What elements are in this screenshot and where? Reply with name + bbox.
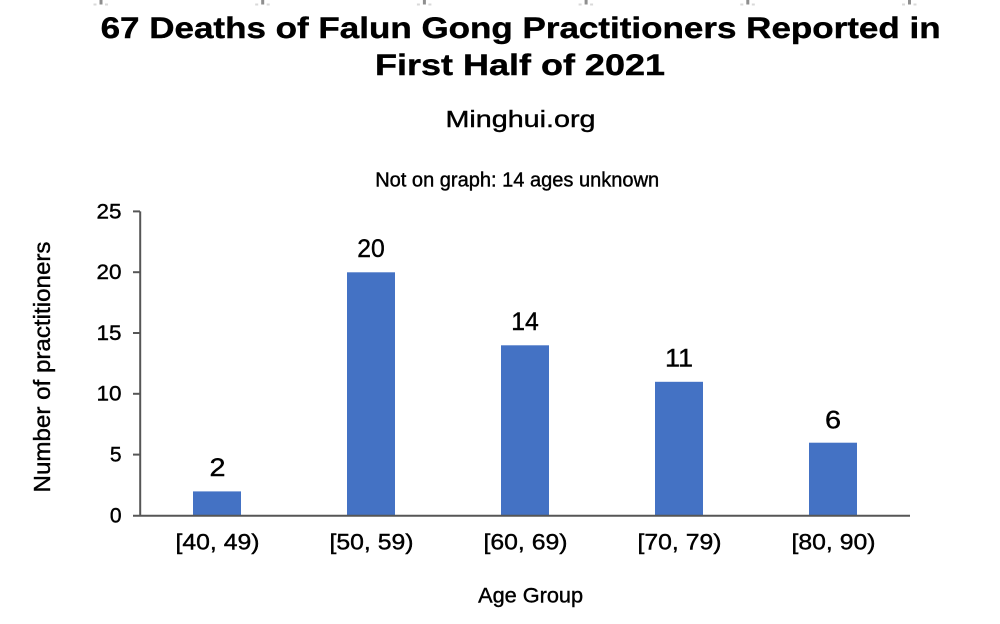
svg-text:Minghui.org: Minghui.org [446, 106, 596, 132]
svg-text:15: 15 [97, 322, 122, 345]
svg-text:67 Deaths of Falun Gong Practi: 67 Deaths of Falun Gong Practitioners Re… [101, 12, 941, 45]
svg-text:2: 2 [210, 454, 226, 482]
svg-text:5: 5 [110, 444, 122, 467]
svg-text:[40, 49): [40, 49) [176, 530, 260, 555]
svg-text:10: 10 [97, 383, 122, 406]
svg-text:20: 20 [357, 235, 385, 263]
svg-text:0: 0 [110, 504, 122, 527]
svg-text:11: 11 [665, 344, 693, 372]
svg-text:6: 6 [825, 406, 841, 434]
svg-text:[60, 69): [60, 69) [484, 530, 568, 555]
svg-text:14: 14 [511, 308, 539, 336]
svg-text:[50, 59): [50, 59) [330, 530, 414, 555]
svg-text:25: 25 [97, 200, 122, 223]
svg-text:[70, 79): [70, 79) [638, 530, 722, 555]
svg-text:Not on graph: 14 ages unknown: Not on graph: 14 ages unknown [375, 169, 659, 191]
svg-text:20: 20 [97, 261, 122, 284]
svg-text:Number of practitioners: Number of practitioners [29, 242, 55, 493]
svg-text:First Half of 2021: First Half of 2021 [375, 49, 665, 82]
svg-text:Age Group: Age Group [478, 584, 583, 607]
svg-text:[80, 90): [80, 90) [792, 530, 876, 555]
